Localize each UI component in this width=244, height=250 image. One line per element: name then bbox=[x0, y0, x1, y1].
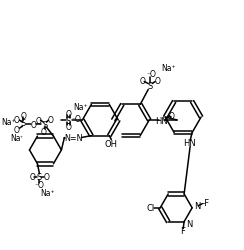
Text: O: O bbox=[36, 116, 41, 125]
Text: S: S bbox=[21, 118, 26, 127]
Text: O: O bbox=[30, 172, 35, 182]
Text: O: O bbox=[30, 120, 36, 129]
Text: ⁻O: ⁻O bbox=[34, 180, 44, 190]
Text: O: O bbox=[139, 77, 145, 86]
Text: O: O bbox=[14, 115, 20, 124]
Text: O: O bbox=[41, 127, 46, 136]
Text: –F: –F bbox=[201, 198, 210, 207]
Text: ⁺: ⁺ bbox=[20, 135, 23, 140]
Text: N: N bbox=[194, 202, 200, 210]
Text: O: O bbox=[14, 125, 20, 134]
Text: Na⁺: Na⁺ bbox=[161, 64, 175, 73]
Text: ⁻O: ⁻O bbox=[146, 70, 156, 79]
Text: S: S bbox=[66, 116, 71, 125]
Text: O: O bbox=[168, 111, 174, 120]
Text: O: O bbox=[20, 111, 26, 120]
Text: Cl: Cl bbox=[146, 204, 154, 212]
Text: HN: HN bbox=[155, 116, 168, 125]
Text: F: F bbox=[180, 226, 184, 235]
Text: O: O bbox=[48, 115, 53, 124]
Text: O: O bbox=[65, 109, 71, 118]
Text: OH: OH bbox=[105, 140, 118, 148]
Text: N=N: N=N bbox=[64, 134, 83, 142]
Text: Na⁺: Na⁺ bbox=[73, 102, 88, 111]
Text: S: S bbox=[148, 82, 153, 91]
Text: HN: HN bbox=[183, 138, 195, 147]
Text: Na⁺: Na⁺ bbox=[1, 117, 16, 126]
Text: O: O bbox=[43, 172, 49, 182]
Text: Na: Na bbox=[10, 133, 21, 142]
Text: ⁻O: ⁻O bbox=[71, 114, 81, 123]
Text: S: S bbox=[43, 120, 48, 129]
Text: N: N bbox=[186, 219, 192, 228]
Text: O: O bbox=[65, 123, 71, 132]
Text: Na⁺: Na⁺ bbox=[40, 188, 55, 198]
Text: O: O bbox=[154, 77, 160, 86]
Text: S: S bbox=[37, 172, 42, 182]
